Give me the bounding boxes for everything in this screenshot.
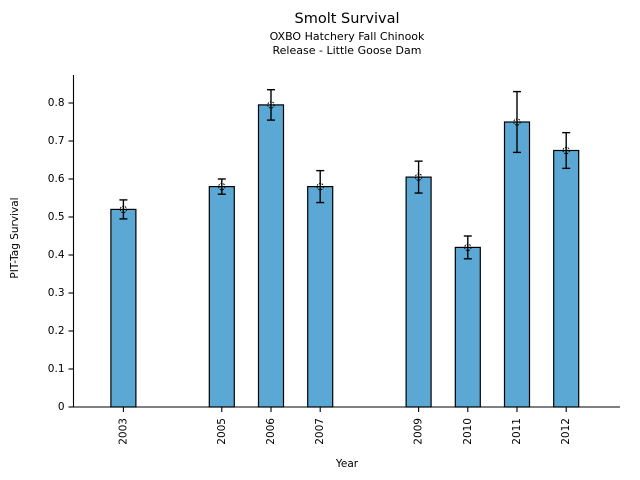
y-tick-label: 0.1: [48, 363, 65, 375]
x-tick-label: 2005: [216, 418, 228, 445]
mean-marker-icon: [267, 101, 275, 109]
y-tick-label: 0.6: [48, 173, 65, 185]
y-tick-label: 0: [58, 401, 65, 413]
x-axis-label: Year: [335, 458, 359, 470]
mean-marker-icon: [414, 173, 423, 181]
y-tick-label: 0.4: [48, 249, 65, 261]
bar: [208, 186, 235, 408]
y-tick-label: 0.7: [48, 135, 65, 147]
x-tick-label: 2003: [117, 418, 129, 445]
x-tick-label: 2007: [314, 418, 326, 445]
bar: [454, 246, 481, 408]
x-tick-label: 2012: [560, 418, 572, 445]
y-tick-label: 0.8: [48, 97, 65, 109]
bar: [110, 208, 137, 408]
x-tick-label: 2010: [462, 418, 474, 445]
chart-title: Smolt Survival: [294, 11, 400, 27]
bar: [503, 121, 531, 408]
chart-subtitle-line1: OXBO Hatchery Fall Chinook: [269, 30, 425, 44]
mean-marker-icon: [218, 182, 226, 191]
bar: [307, 186, 334, 408]
mean-marker-icon: [316, 182, 324, 191]
mean-marker-icon: [513, 118, 521, 126]
bar: [405, 176, 432, 408]
y-tick-label: 0.5: [48, 211, 65, 223]
mean-marker-icon: [119, 205, 128, 214]
mean-marker-icon: [562, 146, 570, 155]
y-tick-label: 0.3: [48, 287, 65, 299]
bar: [257, 104, 285, 408]
x-tick-label: 2009: [413, 418, 425, 445]
title-block: Smolt Survival OXBO Hatchery Fall Chinoo…: [74, 10, 620, 58]
x-tick-label: 2011: [511, 418, 523, 445]
x-tick-label: 2006: [265, 418, 277, 445]
mean-marker-icon: [464, 243, 472, 252]
y-tick-label: 0.2: [48, 325, 65, 337]
bar: [553, 149, 580, 408]
chart-subtitle-line2: Release - Little Goose Dam: [272, 43, 422, 57]
